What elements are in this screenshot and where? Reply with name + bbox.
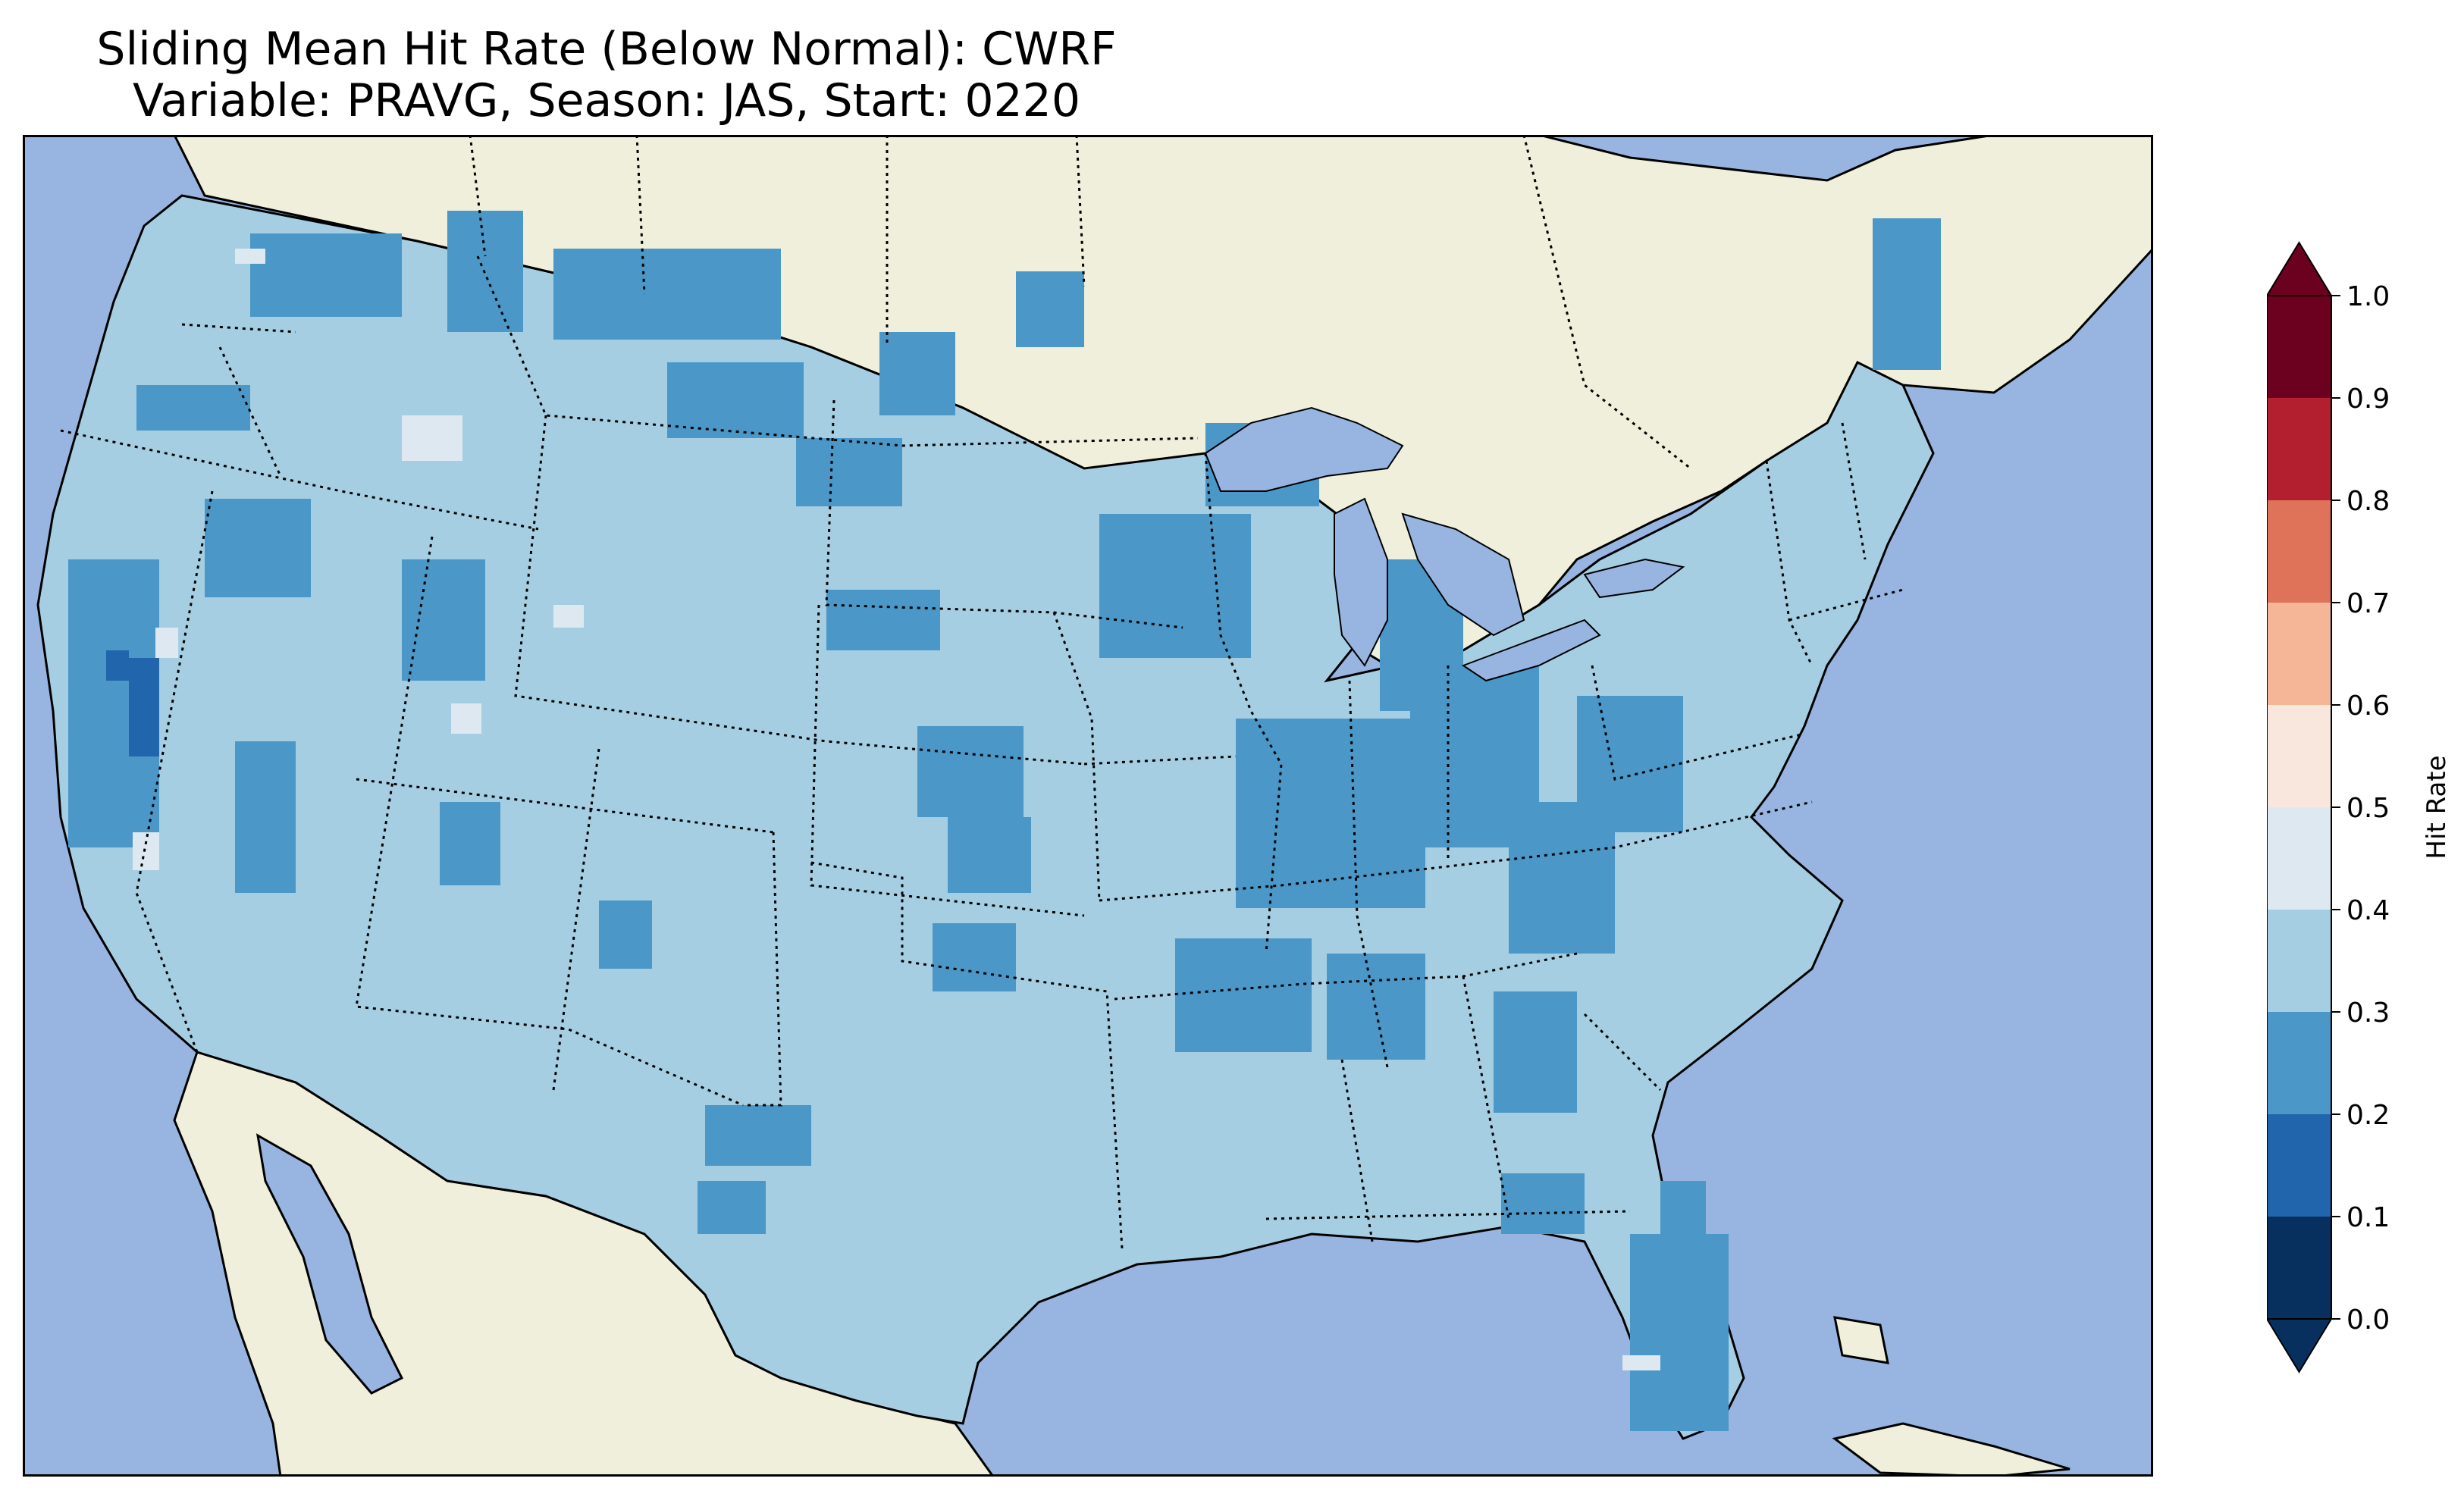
patch [402,415,462,461]
patch [235,741,296,893]
patch [1873,218,1941,370]
great-lakes [1204,406,1685,682]
lake-michigan [1334,497,1388,667]
chart-title-line-2: Variable: PRAVG, Season: JAS, Start: 022… [132,74,1081,127]
map-panel [23,135,2153,1477]
patch [106,650,129,681]
map-frame [23,135,2153,1477]
patch [1175,938,1312,1052]
boundary-line [1591,665,1805,781]
patch [599,900,652,969]
patch [1236,719,1425,908]
colorbar-tick-label: 0.1 [2346,1202,2390,1233]
patches-bin-0.1-0.2 [106,650,159,756]
colorbar-bin-3 [2267,910,2331,1012]
colorbar-tick-label: 0.3 [2346,998,2390,1029]
patch [440,802,500,885]
colorbar-bin-8 [2267,398,2331,500]
province-boundaries [469,135,1691,470]
patch [250,233,402,317]
boundary-line [1522,135,1691,470]
chart-title-line-1: Sliding Mean Hit Rate (Below Normal): CW… [96,23,1117,76]
patches-bin-0.4-0.5 [133,249,1660,1370]
colorbar-bin-7 [2267,500,2331,603]
colorbar-label: Hit Rate [2422,755,2452,859]
colorbar-bin-2 [2267,1012,2331,1114]
patch [205,499,311,597]
cuba-land [1832,1422,2071,1477]
colorbar-tick-label: 0.8 [2346,486,2390,517]
patch [553,605,584,628]
patch [1622,1355,1660,1370]
patch [235,249,265,264]
patch [698,1181,766,1234]
colorbar-tick-label: 0.7 [2346,588,2390,619]
patch [129,658,159,756]
patch [402,559,485,681]
lake-superior [1204,406,1404,492]
colorbar-bin-9 [2267,296,2331,398]
patch [948,817,1031,893]
patch [1494,991,1577,1113]
patch [1099,514,1251,658]
colorbar-extend-top [2267,241,2333,296]
patch [879,332,955,415]
boundary-line [1462,976,1510,1220]
boundary-line [1099,800,1813,902]
patch [1630,1234,1729,1431]
colorbar-tick-label: 0.2 [2346,1100,2390,1131]
patch [826,590,940,650]
lake-ontario [1583,558,1685,599]
colorbar-tick-label: 0.0 [2346,1305,2390,1336]
boundary-line [1265,1210,1631,1220]
colorbar-tick-label: 0.9 [2346,384,2390,415]
colorbar-bin-4 [2267,807,2331,910]
patch [1501,1173,1585,1234]
bahamas-land [1833,1316,1889,1364]
patch [553,249,781,340]
colorbar: 0.0 0.1 0.2 0.3 0.4 0.5 0.6 0.7 0.8 0.9 1.0 Hit Ra… [2267,241,2452,1373]
boundary-line [1075,135,1086,287]
boundary-line [356,778,774,834]
patch [917,726,1024,817]
gulf-of-california [256,1133,404,1395]
state-boundaries [60,255,1904,1250]
patch [133,832,159,870]
patch [451,703,481,734]
colorbar-bin-1 [2267,1114,2331,1217]
boundary-line [218,346,282,477]
patch [1016,271,1084,347]
colorbar-tick-label: 0.6 [2346,691,2390,722]
boundary-line [810,861,1124,1250]
colorbar-extend-bottom [2267,1318,2333,1373]
colorbar-tick-label: 0.5 [2346,793,2390,824]
patch [796,438,902,506]
colorbar-bin-6 [2267,603,2331,705]
patch [155,628,178,658]
boundary-line [1340,1059,1374,1242]
colorbar-tick-label: 0.4 [2346,895,2390,926]
boundary-line [1348,680,1389,1068]
colorbar-bin-5 [2267,705,2331,807]
patch [667,362,804,438]
boundary-line [1583,1013,1662,1092]
patch [933,923,1016,991]
boundary-line [469,135,487,257]
patch [705,1105,811,1166]
lake-huron [1401,512,1525,637]
patch [136,385,250,431]
colorbar-bin-0 [2267,1217,2331,1319]
boundary-line [825,399,1183,629]
colorbar-tick-label: 1.0 [2346,281,2390,312]
boundary-line [743,832,782,1107]
boundary-line [1204,453,1283,954]
patch [1577,696,1683,832]
boundary-line [1083,755,1237,766]
boundary-line [810,604,1085,917]
lake-erie [1461,619,1601,682]
boundary-line [1841,422,1867,560]
